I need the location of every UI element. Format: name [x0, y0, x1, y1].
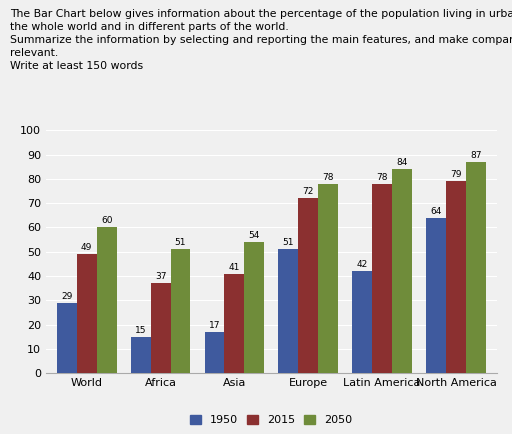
Text: 78: 78 [376, 173, 388, 182]
Bar [318, 184, 338, 373]
Bar [298, 198, 318, 373]
Bar [446, 181, 466, 373]
Bar [57, 303, 77, 373]
Bar [466, 162, 486, 373]
Text: 84: 84 [396, 158, 408, 167]
Text: 64: 64 [431, 207, 442, 216]
Text: The Bar Chart below gives information about the percentage of the population liv: The Bar Chart below gives information ab… [10, 9, 512, 72]
Bar [151, 283, 170, 373]
Bar [204, 332, 224, 373]
Bar [392, 169, 412, 373]
Text: 87: 87 [470, 151, 482, 160]
Bar [77, 254, 97, 373]
Bar [352, 271, 372, 373]
Text: 79: 79 [450, 170, 462, 179]
Text: 37: 37 [155, 273, 166, 281]
Text: 78: 78 [323, 173, 334, 182]
Text: 51: 51 [175, 238, 186, 247]
Bar [170, 249, 190, 373]
Bar [372, 184, 392, 373]
Text: 41: 41 [229, 263, 240, 272]
Bar [244, 242, 264, 373]
Bar [97, 227, 117, 373]
Text: 72: 72 [303, 187, 314, 196]
Text: 49: 49 [81, 243, 92, 252]
Bar [131, 337, 151, 373]
Text: 60: 60 [101, 217, 113, 226]
Bar [224, 273, 244, 373]
Bar [279, 249, 298, 373]
Text: 51: 51 [283, 238, 294, 247]
Text: 15: 15 [135, 326, 146, 335]
Text: 17: 17 [209, 321, 220, 330]
Bar [426, 218, 446, 373]
Legend: 1950, 2015, 2050: 1950, 2015, 2050 [186, 411, 357, 430]
Text: 42: 42 [356, 260, 368, 269]
Text: 54: 54 [249, 231, 260, 240]
Text: 29: 29 [61, 292, 73, 301]
